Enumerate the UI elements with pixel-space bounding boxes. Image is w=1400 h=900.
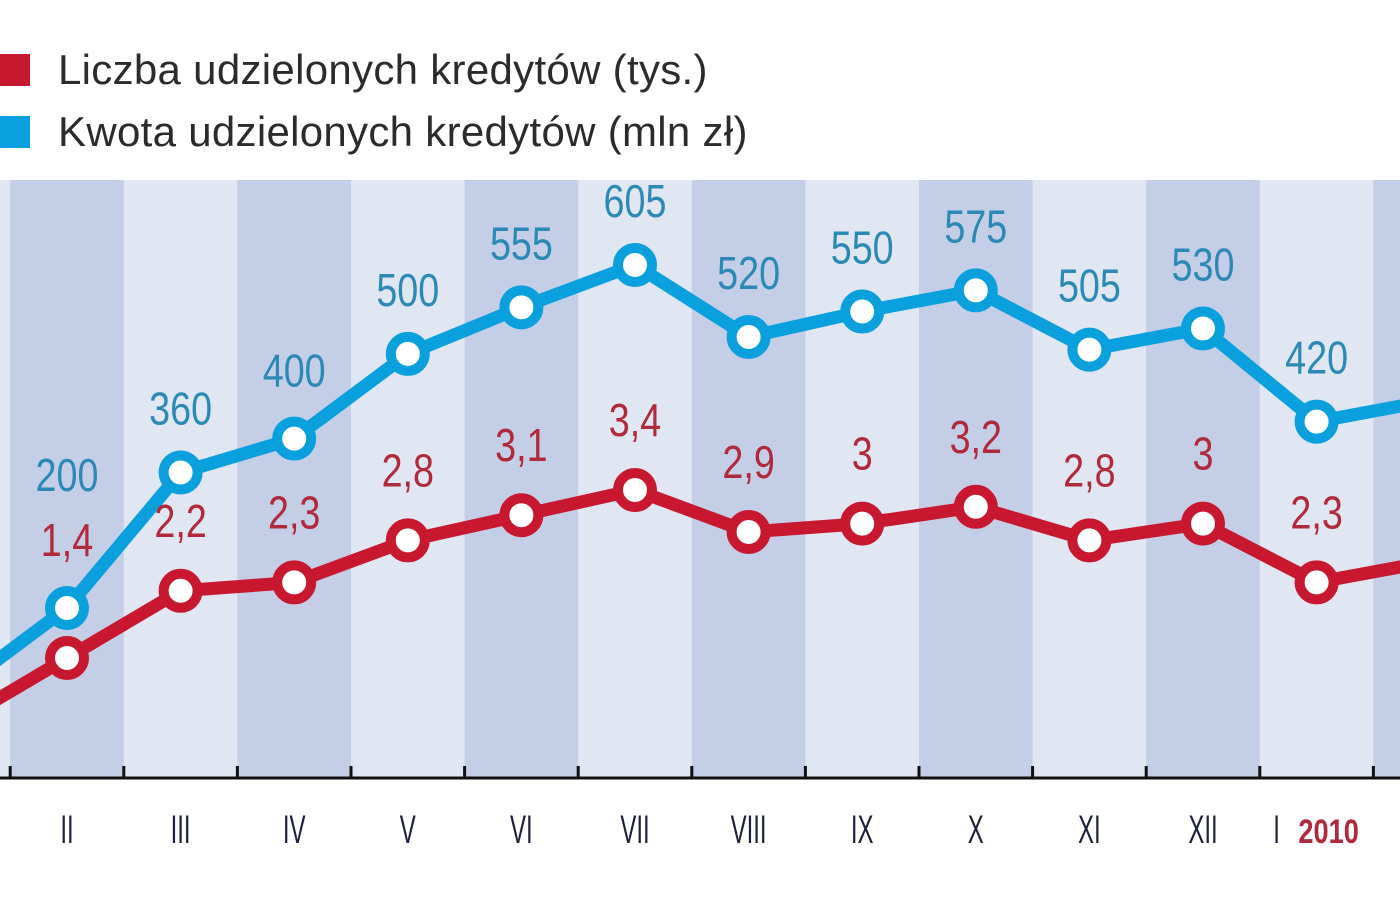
data-point [45, 586, 89, 630]
data-point [1181, 306, 1225, 351]
data-label: 605 [604, 175, 667, 226]
data-point [385, 331, 430, 376]
data-label: 2,8 [1063, 445, 1115, 496]
x-tick-label: XII [1188, 807, 1217, 852]
data-label: 2,3 [1290, 487, 1342, 538]
data-point [499, 493, 544, 538]
x-tick-label: VII [620, 807, 649, 852]
data-point [1294, 560, 1339, 605]
data-label: 1,4 [41, 514, 93, 565]
data-point [1181, 501, 1225, 546]
data-point [1067, 518, 1112, 563]
data-point [840, 501, 885, 546]
data-point [158, 450, 203, 495]
data-point [953, 484, 998, 529]
data-point [272, 416, 317, 461]
data-point [840, 289, 885, 334]
data-label: 3 [1193, 428, 1214, 479]
data-label: 2,9 [722, 436, 774, 487]
x-tick-label: X [968, 807, 984, 852]
data-point [1067, 327, 1112, 372]
data-label: 420 [1285, 332, 1348, 383]
data-point [45, 636, 89, 680]
data-point [726, 510, 771, 554]
data-label: 575 [944, 201, 1007, 252]
data-label: 3,4 [609, 394, 661, 445]
year-label: 2010 [1298, 812, 1358, 851]
data-point [726, 314, 771, 359]
data-label: 500 [376, 264, 439, 315]
data-point [1294, 399, 1339, 444]
x-tick-label: II [60, 807, 73, 852]
column-band [464, 180, 579, 778]
column-band [691, 180, 806, 778]
data-label: 2,2 [154, 495, 206, 546]
data-label: 2,3 [268, 487, 320, 538]
x-tick-label: IX [851, 807, 874, 852]
data-label: 400 [263, 345, 326, 396]
data-point [499, 285, 544, 330]
data-label: 520 [717, 247, 780, 298]
legend-swatch-red [0, 54, 30, 86]
data-label: 555 [490, 218, 553, 269]
legend-item-amount: Kwota udzielonych kredytów (mln zł) [0, 108, 748, 156]
data-point [613, 242, 657, 287]
data-point [272, 560, 317, 605]
x-tick-label: VIII [731, 807, 767, 852]
data-label: 505 [1058, 260, 1121, 311]
data-point [953, 268, 998, 313]
legend-label: Kwota udzielonych kredytów (mln zł) [58, 108, 748, 155]
x-tick-label: I [1273, 807, 1280, 852]
data-label: 550 [831, 222, 894, 273]
legend-swatch-blue [0, 116, 30, 148]
x-tick-label: VI [510, 807, 533, 852]
data-point [385, 518, 430, 563]
data-label: 3 [852, 428, 873, 479]
legend-label: Liczba udzielonych kredytów (tys.) [58, 46, 708, 93]
data-point [613, 468, 657, 512]
column-band [1373, 180, 1400, 778]
data-label: 200 [36, 449, 99, 500]
data-label: 530 [1172, 239, 1235, 290]
x-tick-label: III [171, 807, 191, 852]
x-tick-label: IV [283, 807, 306, 852]
x-tick-label: XI [1078, 807, 1101, 852]
data-label: 3,1 [495, 420, 547, 471]
data-label: 2,8 [382, 445, 434, 496]
data-label: 360 [149, 383, 212, 434]
column-band [237, 180, 351, 778]
column-band [1146, 180, 1260, 778]
data-label: 3,2 [950, 411, 1002, 462]
x-tick-label: V [400, 807, 416, 852]
data-point [158, 568, 203, 613]
legend-item-count: Liczba udzielonych kredytów (tys.) [0, 46, 708, 94]
